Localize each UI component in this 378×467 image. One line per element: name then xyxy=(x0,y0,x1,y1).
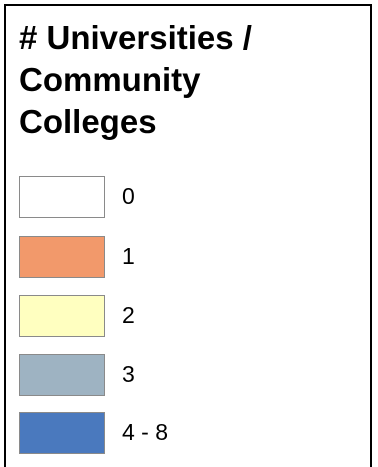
legend-title-line: # Universities / xyxy=(19,19,252,56)
legend-label: 1 xyxy=(122,243,135,269)
legend-title-line: Community xyxy=(19,61,201,98)
legend-item-4: 4 - 8 xyxy=(19,412,319,454)
legend-swatch xyxy=(19,412,105,454)
legend-swatch xyxy=(19,236,105,278)
legend-title: # Universities / Community Colleges xyxy=(19,17,252,143)
legend-label: 0 xyxy=(122,183,135,209)
legend-label: 4 - 8 xyxy=(122,419,169,445)
legend-swatch xyxy=(19,176,105,218)
legend-label: 3 xyxy=(122,361,135,387)
legend-swatch xyxy=(19,295,105,337)
legend-item-1: 1 xyxy=(19,236,319,278)
map-legend: # Universities / Community Colleges 0 1 … xyxy=(4,4,372,467)
legend-label: 2 xyxy=(122,302,135,328)
legend-item-0: 0 xyxy=(19,176,319,218)
legend-item-3: 3 xyxy=(19,354,319,396)
legend-item-2: 2 xyxy=(19,295,319,337)
legend-swatch xyxy=(19,354,105,396)
legend-title-line: Colleges xyxy=(19,103,157,140)
